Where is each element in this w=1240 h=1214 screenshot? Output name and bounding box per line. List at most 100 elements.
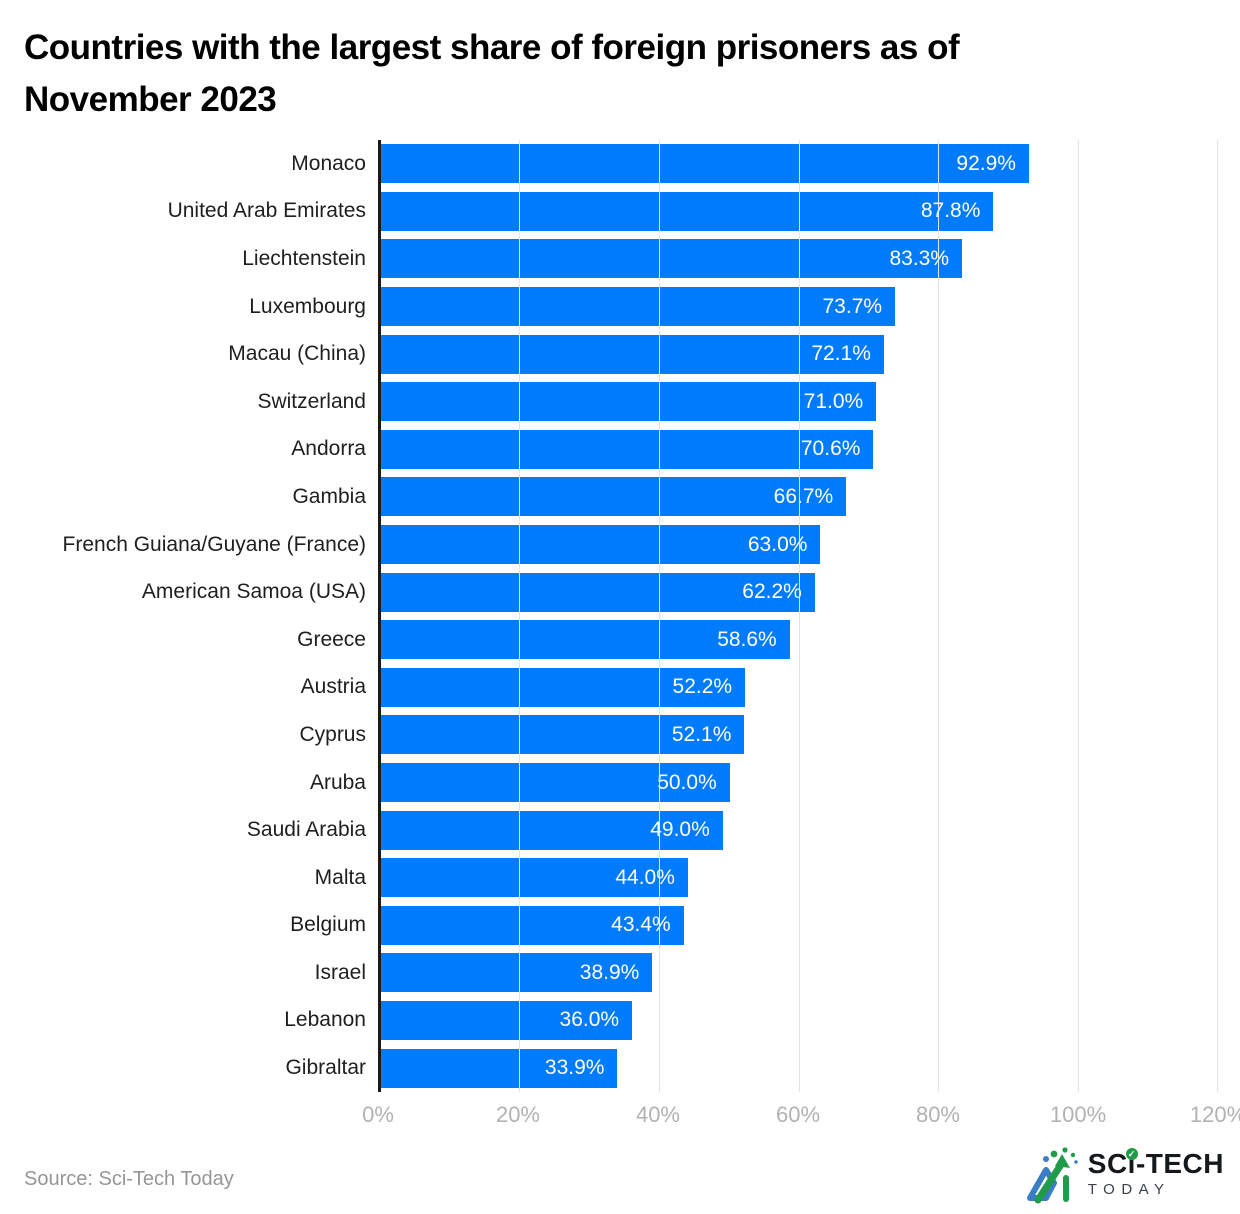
- gridline: [1077, 140, 1079, 1092]
- bar: 87.8%: [381, 191, 994, 231]
- bar-row: 33.9%: [381, 1044, 1218, 1092]
- bar-row: 92.9%: [381, 140, 1218, 188]
- bar-value-label: 62.2%: [742, 580, 802, 604]
- bar: 63.0%: [381, 525, 821, 565]
- bar-value-label: 66.7%: [773, 484, 834, 508]
- category-label: Aruba: [309, 770, 366, 794]
- bar-row: 71.0%: [381, 378, 1218, 426]
- bar-row: 50.0%: [381, 759, 1218, 807]
- x-tick-label: 80%: [915, 1102, 961, 1127]
- bar-value-label: 38.9%: [579, 960, 640, 984]
- check-icon: ✓: [1125, 1148, 1138, 1160]
- category-label: American Samoa (USA): [141, 580, 366, 604]
- bar: 43.4%: [381, 905, 684, 945]
- x-axis: 0% 20% 40% 60% 80% 100% 120%: [362, 1098, 1240, 1132]
- bar: 72.1%: [381, 334, 884, 374]
- bar-value-label: 87.8%: [920, 199, 981, 223]
- bar-value-label: 58.6%: [717, 627, 777, 651]
- source-note: Source: Sci-Tech Today: [24, 1168, 234, 1190]
- bar: 62.2%: [381, 572, 815, 612]
- bar: 33.9%: [381, 1048, 618, 1088]
- bar: 52.2%: [381, 667, 746, 707]
- category-label: Israel: [314, 960, 366, 984]
- bar-value-label: 92.9%: [956, 151, 1016, 175]
- bar-value-label: 70.6%: [800, 437, 861, 461]
- chart-title-line1: Countries with the largest share of fore…: [24, 28, 960, 67]
- bar: 49.0%: [381, 810, 723, 850]
- bar-row: 73.7%: [381, 283, 1218, 331]
- bar-value-label: 63.0%: [747, 532, 808, 556]
- bar-row: 83.3%: [381, 235, 1218, 283]
- x-tick-label: 100%: [1049, 1102, 1107, 1127]
- gridline: [937, 140, 939, 1092]
- bar-row: 44.0%: [381, 854, 1218, 902]
- bar: 83.3%: [381, 239, 963, 279]
- bar: 71.0%: [381, 382, 877, 422]
- category-label: Gibraltar: [285, 1056, 366, 1080]
- category-label: Malta: [314, 865, 366, 889]
- bar-value-label: 52.1%: [671, 722, 732, 746]
- bar-row: 52.2%: [381, 664, 1218, 712]
- bar: 52.1%: [381, 715, 745, 755]
- bar-value-label: 49.0%: [650, 818, 710, 842]
- logo-title-suffix: -TECH: [1135, 1148, 1224, 1179]
- logo-title-i: i ✓: [1125, 1148, 1138, 1179]
- category-label: Switzerland: [257, 389, 366, 413]
- plot-area: 92.9% 87.8% 83.3% 73.7% 72.1% 71.0% 70.6% 66.7%…: [378, 140, 1218, 1092]
- category-label: Lebanon: [284, 1008, 366, 1032]
- bar-row: 66.7%: [381, 473, 1218, 521]
- category-label: French Guiana/Guyane (France): [62, 532, 366, 556]
- category-label: Monaco: [291, 151, 366, 175]
- x-tick-label: 20%: [495, 1102, 541, 1127]
- bar-row: 43.4%: [381, 902, 1218, 950]
- logo-text: SC i ✓ -TECH TODAY: [1087, 1148, 1224, 1200]
- bar-value-label: 50.0%: [657, 770, 717, 794]
- bar-row: 72.1%: [381, 330, 1218, 378]
- x-tick-label: 120%: [1189, 1102, 1240, 1127]
- bar: 50.0%: [381, 763, 730, 803]
- bar-value-label: 73.7%: [822, 294, 883, 318]
- x-tick-label: 40%: [635, 1102, 681, 1127]
- bar-row: 49.0%: [381, 806, 1218, 854]
- gridline: [519, 140, 521, 1092]
- logo-subtitle: TODAY: [1087, 1181, 1171, 1198]
- category-label: Greece: [297, 627, 366, 651]
- bar-row: 38.9%: [381, 949, 1218, 997]
- sci-tech-logo-mark-icon: [1026, 1147, 1078, 1204]
- bar-value-label: 44.0%: [615, 865, 675, 889]
- category-label: Gambia: [292, 484, 366, 508]
- gridline: [658, 140, 660, 1092]
- category-label: Belgium: [290, 913, 366, 937]
- bar-row: 36.0%: [381, 997, 1218, 1045]
- x-tick-label: 60%: [775, 1102, 821, 1127]
- bar-value-label: 83.3%: [889, 246, 950, 270]
- chart-title-line2: November 2023: [24, 80, 277, 119]
- category-label: Cyprus: [299, 722, 366, 746]
- bar-value-label: 72.1%: [811, 342, 871, 366]
- bar-row: 87.8%: [381, 188, 1218, 236]
- bar: 70.6%: [381, 429, 874, 469]
- bar-row: 70.6%: [381, 426, 1218, 474]
- bar: 66.7%: [381, 477, 847, 517]
- category-label: Macau (China): [228, 342, 366, 366]
- bar: 38.9%: [381, 953, 653, 993]
- bar-value-label: 33.9%: [544, 1056, 605, 1080]
- gridline: [1217, 140, 1218, 1092]
- sci-tech-today-logo: SC i ✓ -TECH TODAY: [1024, 1146, 1224, 1204]
- bar: 36.0%: [381, 1000, 633, 1040]
- category-label: Luxembourg: [249, 294, 366, 318]
- category-label: Andorra: [291, 437, 366, 461]
- category-label: Liechtenstein: [242, 246, 366, 270]
- bar-row: 58.6%: [381, 616, 1218, 664]
- bar-value-label: 52.2%: [672, 675, 733, 699]
- bar-row: 62.2%: [381, 568, 1218, 616]
- bar-value-label: 71.0%: [803, 389, 864, 413]
- category-label: Austria: [300, 675, 366, 699]
- bar-series: 92.9% 87.8% 83.3% 73.7% 72.1% 71.0% 70.6% 66.7%…: [381, 140, 1218, 1092]
- bar: 44.0%: [381, 858, 688, 898]
- chart-title: Countries with the largest share of fore…: [24, 22, 1214, 126]
- bar-value-label: 43.4%: [611, 913, 671, 937]
- category-label: Saudi Arabia: [246, 818, 366, 842]
- bar-value-label: 36.0%: [559, 1008, 620, 1032]
- logo-title: SC i ✓ -TECH: [1088, 1148, 1224, 1179]
